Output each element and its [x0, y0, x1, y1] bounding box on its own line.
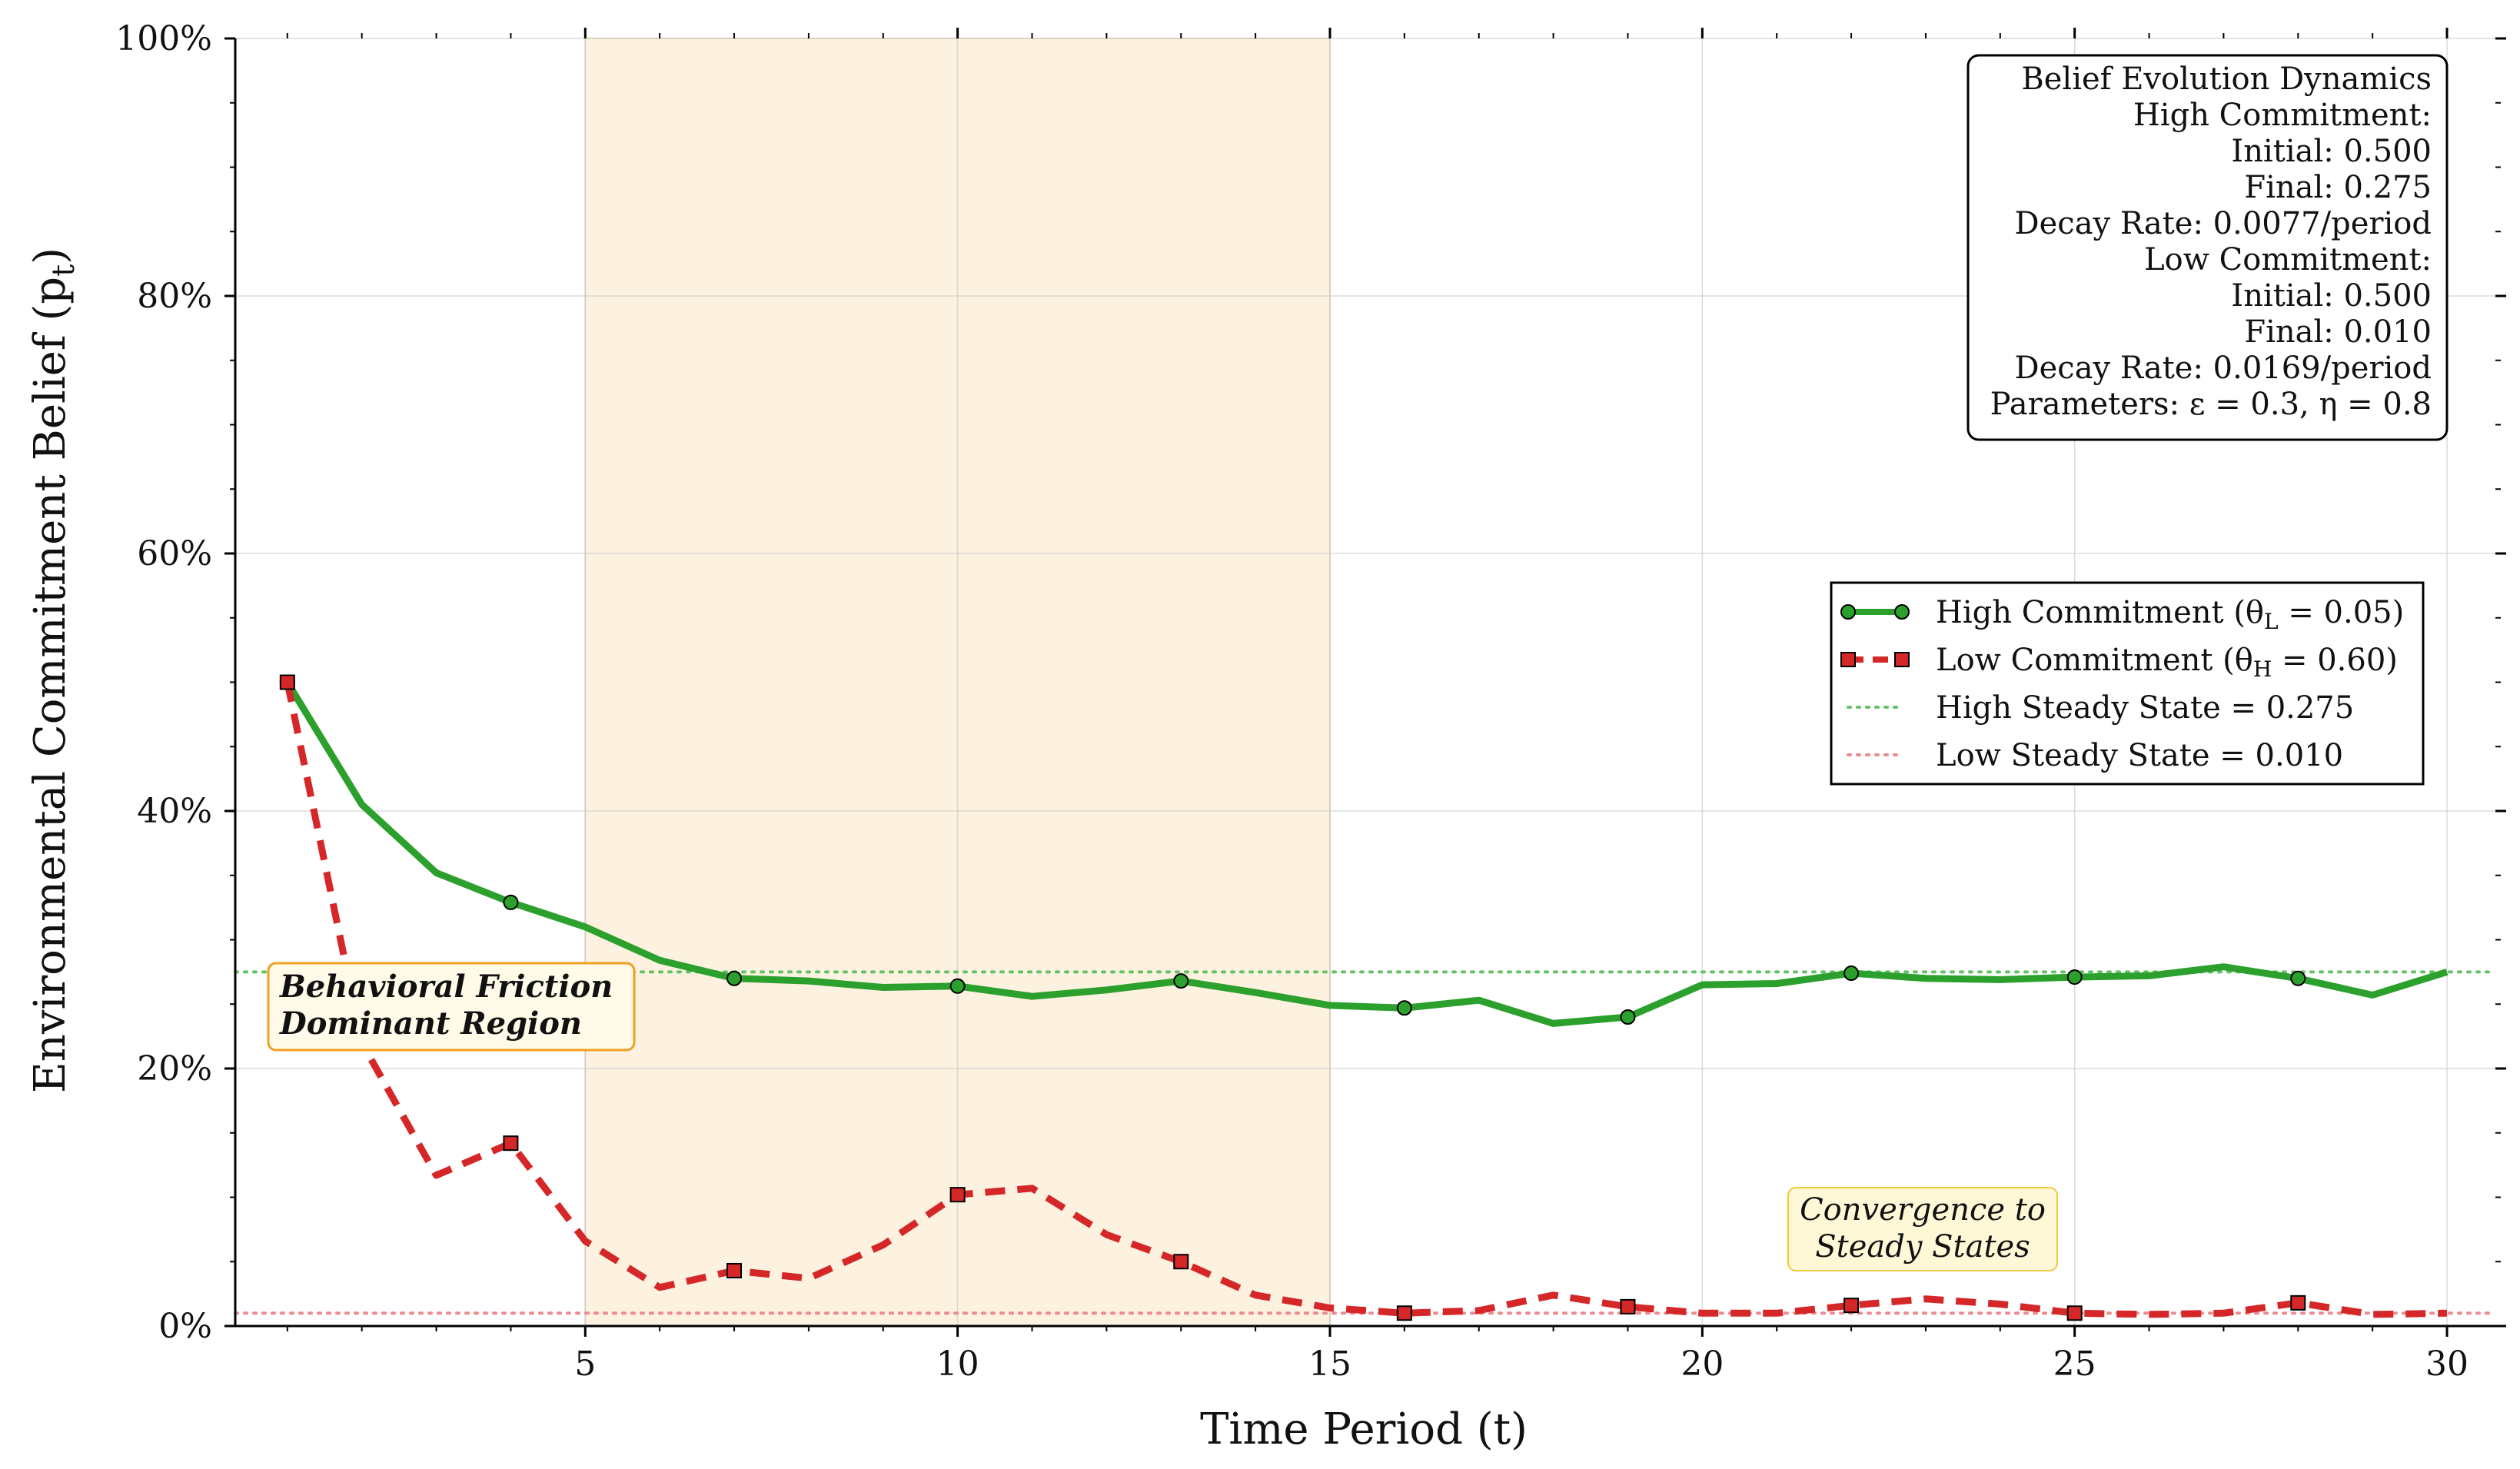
series-point-1-0	[279, 674, 295, 690]
series-point-0-24	[2066, 969, 2083, 985]
series-point-0-18	[1620, 1009, 1636, 1025]
series-point-1-3	[503, 1135, 519, 1152]
y-axis-title-subscript: t	[46, 264, 81, 277]
annotation-0-line-0: Behavioral Friction	[279, 969, 613, 1005]
series-point-0-9	[949, 978, 966, 994]
legend-label-1: Low Commitment (θH = 0.60)	[1936, 643, 2398, 682]
legend-marker-0-0	[1840, 604, 1856, 620]
legend-ref-label-1: Low Steady State = 0.010	[1936, 738, 2343, 773]
series-point-1-12	[1173, 1254, 1189, 1270]
info-box-line-1: High Commitment:	[2133, 98, 2432, 133]
y-axis-title-close: )	[25, 248, 75, 264]
y-axis-title: Environmental Commitment Belief (pt)	[25, 248, 81, 1093]
annotation-box-1	[1787, 1187, 2058, 1271]
series-line-1	[284, 681, 2448, 1318]
legend-ref-label-0: High Steady State = 0.275	[1936, 690, 2354, 726]
series-point-1-24	[2066, 1305, 2083, 1321]
series-point-0-15	[1396, 1000, 1412, 1016]
info-box-line-9: Parameters: ε = 0.3, η = 0.8	[1990, 387, 2432, 422]
series-point-1-15	[1396, 1305, 1412, 1321]
y-tick-label-5: 100%	[115, 19, 212, 58]
series-point-0-12	[1173, 973, 1189, 989]
legend-marker-1-1	[1894, 652, 1910, 667]
info-box-line-8: Decay Rate: 0.0169/period	[2015, 351, 2432, 386]
series-point-0-21	[1843, 965, 1860, 982]
y-tick-label-3: 60%	[137, 534, 212, 573]
annotation-1-line-0: Convergence to	[1800, 1192, 2046, 1228]
x-tick-label-5: 30	[2425, 1344, 2468, 1384]
series-line-0	[284, 680, 2449, 1027]
legend-frame	[1830, 581, 2425, 786]
x-tick-label-4: 25	[2053, 1344, 2096, 1384]
series-point-1-9	[949, 1187, 966, 1203]
legend-label-0: High Commitment (θL = 0.05)	[1936, 595, 2404, 634]
series-point-1-21	[1843, 1298, 1860, 1314]
series-point-0-27	[2290, 970, 2306, 986]
x-tick-label-0: 5	[574, 1344, 596, 1384]
info-box-line-7: Final: 0.010	[2244, 314, 2432, 350]
x-tick-label-2: 15	[1308, 1344, 1351, 1384]
info-box-line-4: Decay Rate: 0.0077/period	[2015, 206, 2432, 241]
info-box-frame	[1966, 54, 2449, 441]
x-tick-label-1: 10	[936, 1344, 979, 1384]
info-box-line-0: Belief Evolution Dynamics	[2021, 61, 2432, 97]
y-tick-label-0: 0%	[158, 1307, 212, 1346]
annotation-box-0	[267, 962, 636, 1052]
legend-marker-1-0	[1840, 652, 1856, 667]
info-box-line-3: Final: 0.275	[2244, 170, 2432, 205]
annotation-0-line-1: Dominant Region	[279, 1005, 582, 1042]
legend: High Commitment (θL = 0.05) Low Commitmen…	[1830, 581, 2425, 786]
series-point-0-6	[726, 970, 743, 986]
info-box-line-6: Initial: 0.500	[2231, 278, 2432, 314]
annotation-1-line-1: Steady States	[1815, 1229, 2030, 1265]
y-tick-label-1: 20%	[137, 1049, 212, 1088]
y-tick-label-2: 40%	[137, 792, 212, 831]
x-tick-label-3: 20	[1681, 1344, 1724, 1384]
series-point-1-6	[726, 1262, 743, 1278]
legend-marker-0-1	[1894, 604, 1910, 620]
series-point-0-3	[503, 894, 519, 910]
series-point-1-27	[2290, 1295, 2306, 1311]
x-axis-title: Time Period (t)	[1200, 1404, 1528, 1454]
info-box-line-2: Initial: 0.500	[2231, 134, 2432, 169]
ticks-layer: 5 10 15 20 25 30 0% 20% 40% 60% 80% 100%	[115, 19, 2506, 1384]
series-layer	[279, 674, 2449, 1321]
series-point-1-18	[1620, 1298, 1636, 1314]
y-tick-label-4: 80%	[137, 277, 212, 316]
info-box-line-5: Low Commitment:	[2144, 242, 2432, 278]
